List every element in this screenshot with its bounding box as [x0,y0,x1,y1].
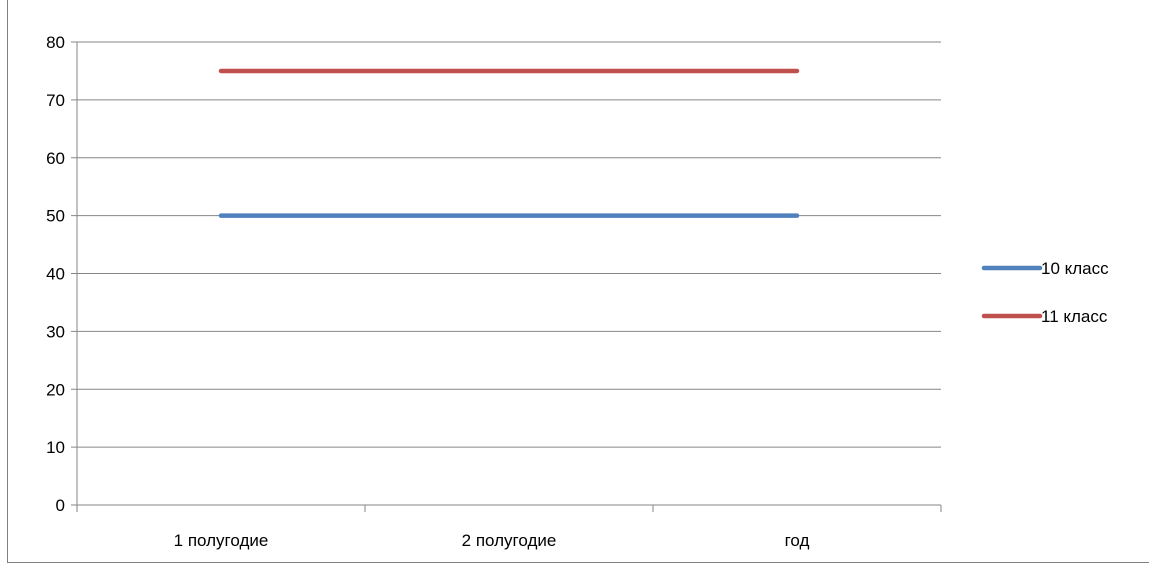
gridlines [77,41,941,448]
y-tick-label: 50 [46,207,65,226]
chart-frame [7,0,1149,563]
series-lines [218,68,800,218]
legend-label: 10 класс [1041,259,1109,278]
y-tick-label: 30 [46,322,65,341]
legend-label: 11 класс [1041,307,1108,326]
y-tick-label: 60 [46,149,65,168]
y-tick-label: 20 [46,380,65,399]
x-tick-label: год [785,531,810,550]
x-tick-label: 1 полугодие [174,531,269,550]
y-tick-label: 10 [46,438,65,457]
y-tick-label: 80 [46,33,65,52]
y-tick-label: 70 [46,91,65,110]
x-axis-tick-labels: 1 полугодие 2 полугодие год [174,531,810,550]
y-tick-label: 40 [46,265,65,284]
y-axis-tick-labels: 0 10 20 30 40 50 60 70 80 [46,33,65,515]
legend: 10 класс 11 класс [981,259,1109,326]
y-tick-label: 0 [56,496,65,515]
axes [71,41,942,512]
x-tick-label: 2 полугодие [462,531,557,550]
